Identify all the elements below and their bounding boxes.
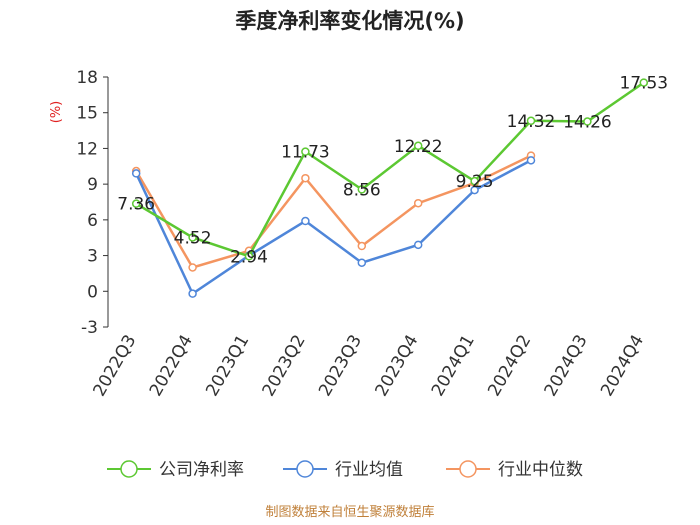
x-tick-label: 2022Q4 [146,332,197,400]
data-point [357,258,367,267]
data-point [526,116,536,126]
y-tick-label: 9 [87,175,98,195]
x-tick-label: 2023Q3 [315,332,366,400]
y-tick-label: 3 [87,247,98,267]
data-label: 2.94 [230,247,268,267]
legend-item-2[interactable]: 行业中位数 [446,460,583,480]
series-line-2 [135,154,532,269]
data-point [413,198,423,208]
data-point [188,289,197,298]
x-tick-label: 2023Q1 [202,332,253,400]
y-tick-label: 18 [76,68,98,88]
y-tick-label: -3 [81,318,98,338]
series-line-0 [135,81,645,258]
y-tick-label: 12 [76,139,98,159]
data-point [413,240,423,250]
legend[interactable]: 公司净利率 行业均值 行业中位数 [107,460,583,480]
data-point [470,176,479,186]
legend-label: 公司净利率 [159,460,244,480]
series-lines [131,78,649,298]
source-note: 制图数据来自恒生聚源数据库 [265,504,434,520]
data-label: 7.36 [117,195,155,215]
data-label: 14.32 [507,112,556,132]
x-tick-label: 2024Q1 [428,331,479,399]
y-tick-label: 6 [87,211,98,231]
data-point [188,233,197,242]
x-tick-label: 2024Q2 [484,332,535,400]
data-label: 17.53 [619,74,668,94]
data-label: 14.26 [563,113,612,133]
data-point [131,199,141,208]
y-tick-label: 0 [87,282,98,302]
legend-item-0[interactable]: 公司净利率 [107,460,244,480]
data-label: 4.52 [174,228,212,248]
data-labels: 7.36 4.52 2.94 11.73 8.56 12.22 9.25 14.32 14.26… [117,74,668,268]
legend-marker [459,460,477,478]
legend-marker [296,460,314,478]
y-tick-label: 15 [76,104,98,124]
data-label: 11.73 [281,143,330,163]
data-point [301,216,310,226]
legend-item-1[interactable]: 行业均值 [283,460,403,480]
data-point [413,141,423,151]
legend-marker [120,460,138,478]
data-point [357,185,367,194]
series-line-1 [135,159,532,296]
data-point [244,252,254,261]
data-point [301,147,310,156]
data-label: 12.22 [394,137,443,157]
data-point [470,185,479,195]
data-point [583,117,592,126]
data-label: 8.56 [343,180,381,200]
chart-title: 季度净利率变化情况(%) [235,9,464,33]
data-point [639,78,649,87]
x-tick-label: 2022Q3 [89,332,140,400]
legend-label: 行业中位数 [498,460,583,480]
data-point [357,241,367,251]
legend-label: 行业均值 [335,460,403,480]
data-point [526,156,536,165]
x-tick-label: 2024Q3 [541,332,592,400]
x-tick-label: 2024Q4 [597,332,648,400]
y-axis-label: (%) [49,101,64,124]
data-point [131,169,141,178]
data-point [188,263,197,272]
x-tick-label: 2023Q2 [259,332,310,400]
data-point [301,173,310,183]
data-label: 9.25 [456,172,494,192]
x-tick-label: 2023Q4 [371,332,422,400]
